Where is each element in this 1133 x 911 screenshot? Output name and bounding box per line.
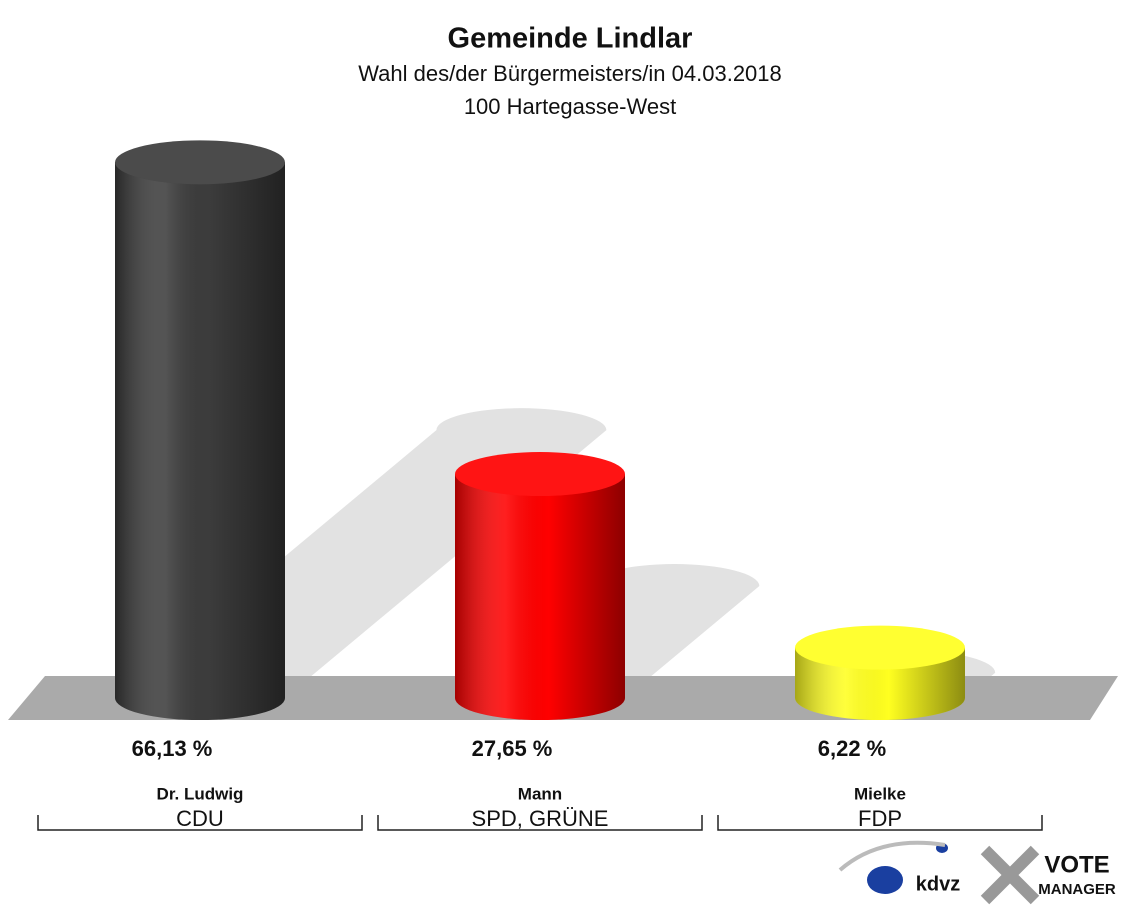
group-bracket xyxy=(377,815,703,831)
bar-top xyxy=(455,452,625,497)
candidate-label: Mann xyxy=(518,784,562,803)
logo-text: VOTE xyxy=(1044,851,1109,878)
bar xyxy=(455,452,625,720)
group-bracket xyxy=(717,815,1043,831)
value-label: 66,13 % xyxy=(132,736,213,761)
logo-ball xyxy=(867,866,903,894)
logo-cross xyxy=(980,845,1040,905)
bar xyxy=(795,625,965,720)
bar-shading xyxy=(455,474,625,720)
bar-top xyxy=(795,625,965,670)
candidate-label: Dr. Ludwig xyxy=(157,784,244,803)
bar xyxy=(115,140,285,721)
candidate-label: Mielke xyxy=(854,784,906,803)
group-bracket xyxy=(37,815,363,831)
logo-text: MANAGER xyxy=(1038,881,1116,898)
party-label: FDP xyxy=(858,806,902,831)
value-label: 6,22 % xyxy=(818,736,887,761)
logo-text: kdvz xyxy=(916,873,960,895)
chart-district: 100 Hartegasse-West xyxy=(464,94,676,119)
bars xyxy=(115,140,965,721)
bar-top-shade xyxy=(795,625,965,670)
chart-subtitle: Wahl des/der Bürgermeisters/in 04.03.201… xyxy=(358,61,782,86)
bar-top-shade xyxy=(455,452,625,497)
value-label: 27,65 % xyxy=(472,736,553,761)
party-label: SPD, GRÜNE xyxy=(472,806,609,831)
logo: kdvz VOTE MANAGER xyxy=(838,840,1116,905)
logo-swoosh xyxy=(838,840,946,872)
bar-top xyxy=(115,140,285,185)
bar-top-shade xyxy=(115,140,285,185)
bar-shading xyxy=(115,162,285,721)
party-label: CDU xyxy=(176,806,224,831)
chart-title: Gemeinde Lindlar xyxy=(448,23,693,55)
